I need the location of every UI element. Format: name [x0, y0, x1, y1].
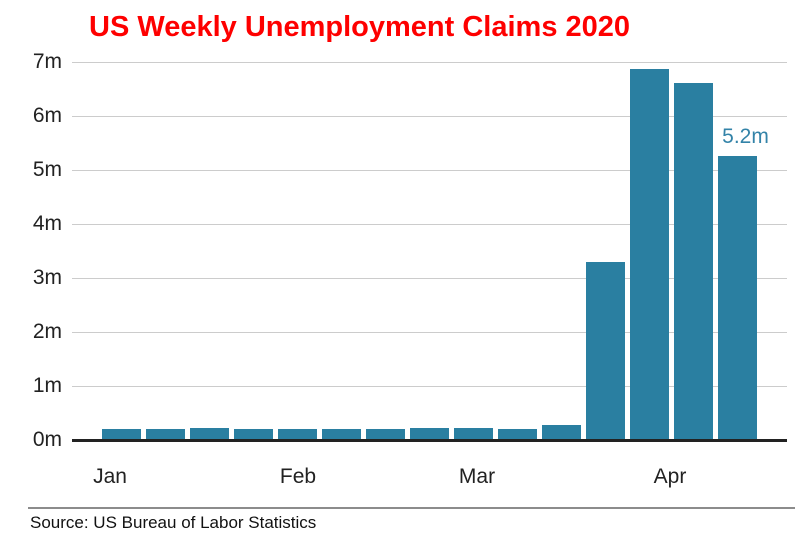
gridline-6m: [72, 116, 787, 117]
y-tick-label-1m: 1m: [32, 374, 62, 397]
x-tick-label-apr: Apr: [653, 465, 687, 488]
bar-week-11: [542, 425, 581, 440]
bar-week-3: [190, 428, 229, 440]
gridline-7m: [72, 62, 787, 63]
y-tick-label-0m: 0m: [32, 428, 62, 451]
bar-week-4: [234, 429, 273, 440]
bar-week-1: [102, 429, 141, 440]
bar-week-9: [454, 428, 493, 440]
y-tick-label-6m: 6m: [32, 104, 62, 127]
x-tick-label-jan: Jan: [93, 465, 127, 488]
bar-week-8: [410, 428, 449, 440]
gridline-2m: [72, 332, 787, 333]
gridline-3m: [72, 278, 787, 279]
gridline-5m: [72, 170, 787, 171]
bar-week-10: [498, 429, 537, 440]
chart-title: US Weekly Unemployment Claims 2020: [89, 11, 631, 43]
source-attribution: Source: US Bureau of Labor Statistics: [30, 513, 317, 532]
y-tick-label-2m: 2m: [32, 320, 62, 343]
bar-value-annotation: 5.2m: [722, 125, 769, 148]
x-tick-label-feb: Feb: [279, 465, 317, 488]
bar-week-7: [366, 429, 405, 440]
bar-week-2: [146, 429, 185, 440]
bar-week-6: [322, 429, 361, 440]
y-tick-label-3m: 3m: [32, 266, 62, 289]
gridline-4m: [72, 224, 787, 225]
bar-week-15: [718, 156, 757, 440]
y-tick-label-5m: 5m: [32, 158, 62, 181]
x-axis-line: [72, 439, 787, 442]
gridline-1m: [72, 386, 787, 387]
bar-week-13: [630, 69, 669, 440]
x-tick-label-mar: Mar: [458, 465, 496, 488]
source-divider-line: [28, 507, 795, 509]
bar-week-5: [278, 429, 317, 440]
y-tick-label-4m: 4m: [32, 212, 62, 235]
y-tick-label-7m: 7m: [32, 50, 62, 73]
bar-week-14: [674, 83, 713, 440]
bar-week-12: [586, 262, 625, 440]
